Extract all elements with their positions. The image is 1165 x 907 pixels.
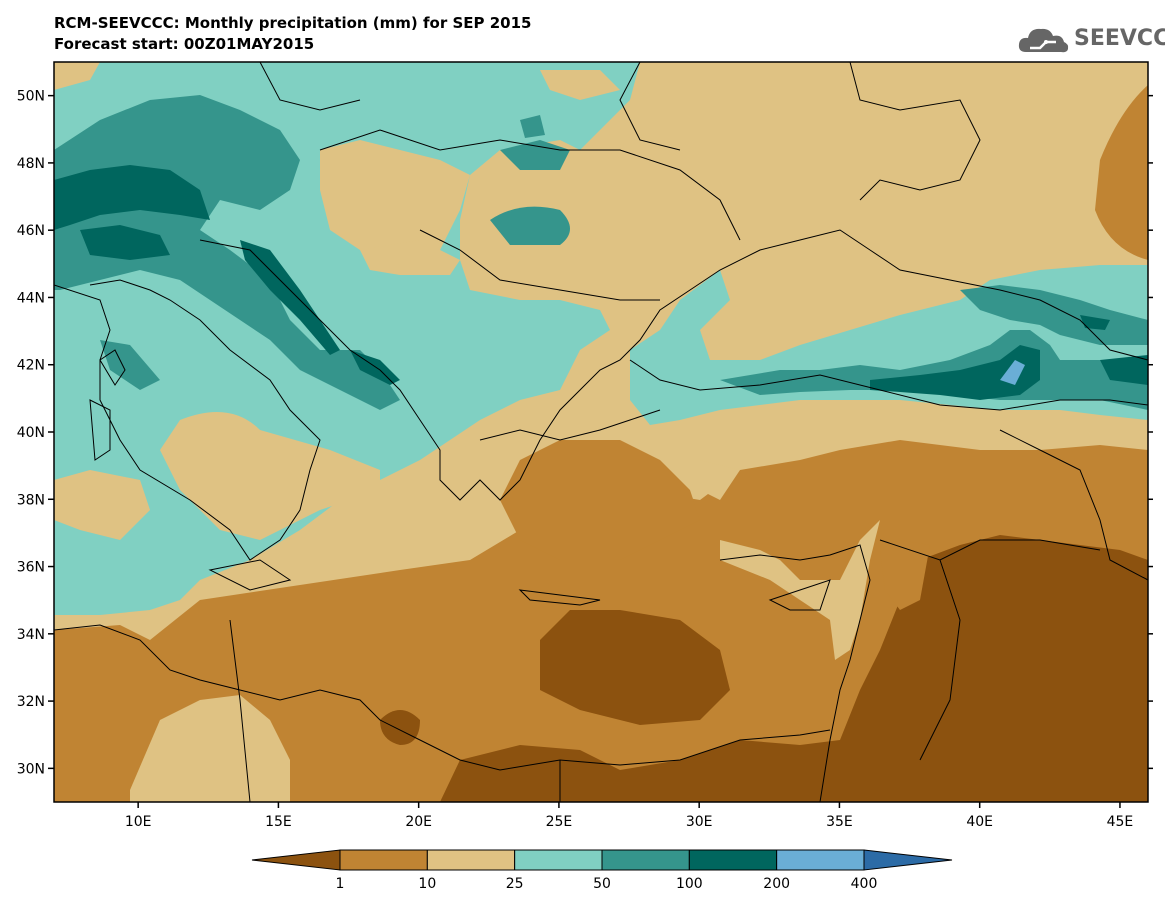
lat-tick-label: 32N <box>17 694 45 710</box>
cloud-icon <box>1018 28 1069 53</box>
precipitation-field <box>54 62 1148 802</box>
legend-swatch <box>601 849 690 871</box>
map-title: RCM-SEEVCCC: Monthly precipitation (mm) … <box>54 14 532 32</box>
legend-swatch <box>514 849 603 871</box>
lat-tick-label: 48N <box>17 156 45 172</box>
lon-tick-label: 15E <box>265 814 292 830</box>
legend-swatch <box>426 849 516 871</box>
legend-swatch <box>688 849 778 871</box>
lon-tick-label: 30E <box>686 814 713 830</box>
legend-label: 50 <box>593 876 611 892</box>
lat-tick-label: 50N <box>17 89 45 105</box>
forecast-start-label: Forecast start: 00Z01MAY2015 <box>54 35 315 53</box>
lat-tick-label: 34N <box>17 627 45 643</box>
latitude-axis: 30N 32N 34N 36N 38N 40N 42N 44N 46N 48N 50N <box>17 89 1153 777</box>
longitude-axis: 10E 15E 20E 25E 30E 35E 40E 45E <box>125 802 1133 830</box>
legend-arrow-low <box>251 849 341 871</box>
legend-swatch <box>776 849 865 871</box>
lon-tick-label: 40E <box>966 814 993 830</box>
lat-tick-label: 40N <box>17 425 45 441</box>
legend-label: 400 <box>851 876 878 892</box>
color-legend: 1 10 25 50 100 200 400 <box>251 849 953 892</box>
legend-swatch <box>339 849 428 871</box>
seevccc-logo: SEEVCCC <box>1016 22 1165 58</box>
lon-tick-label: 10E <box>125 814 152 830</box>
legend-arrow-high <box>863 849 953 871</box>
legend-label: 100 <box>676 876 703 892</box>
lat-tick-label: 36N <box>17 560 45 576</box>
lon-tick-label: 25E <box>546 814 573 830</box>
logo-text: SEEVCCC <box>1074 26 1165 51</box>
lon-tick-label: 20E <box>405 814 432 830</box>
legend-label: 10 <box>418 876 436 892</box>
lat-tick-label: 38N <box>17 492 45 508</box>
lon-tick-label: 35E <box>826 814 853 830</box>
lon-tick-label: 45E <box>1107 814 1134 830</box>
lat-tick-label: 42N <box>17 358 45 374</box>
lat-tick-label: 46N <box>17 223 45 239</box>
legend-label: 25 <box>506 876 524 892</box>
lat-tick-label: 30N <box>17 761 45 777</box>
lat-tick-label: 44N <box>17 290 45 306</box>
legend-label: 200 <box>763 876 790 892</box>
coastlines <box>54 62 1148 802</box>
legend-label: 1 <box>336 876 345 892</box>
